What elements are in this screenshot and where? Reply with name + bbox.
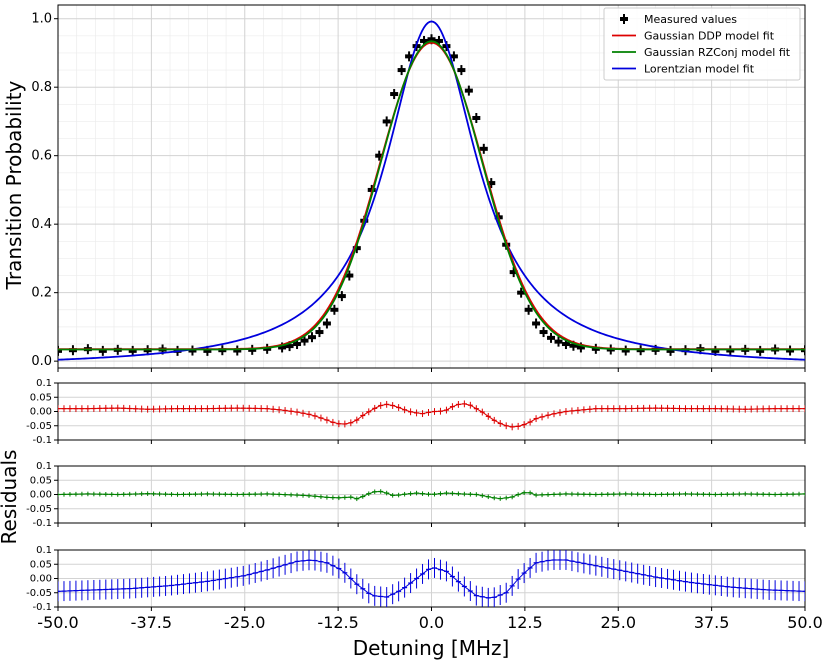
legend-label: Lorentzian model fit	[644, 63, 755, 76]
residual-line	[58, 403, 805, 428]
y-tick-label: 0.05	[30, 559, 52, 570]
x-tick-label: 0.0	[419, 613, 444, 632]
y-tick-label: 0.1	[36, 461, 52, 472]
y-tick-label: 0.1	[36, 378, 52, 389]
y-tick-label: 0.00	[30, 407, 52, 418]
residual-panel-gaussian-ddp: -0.1 -0.05 0.00 0.05 0.1	[26, 378, 806, 446]
y-tick-label: 0.05	[30, 392, 52, 403]
y-tick-label: 0.00	[30, 574, 52, 585]
y-axis-label-main: Transition Probability	[2, 80, 26, 290]
x-axis-label: Detuning [MHz]	[353, 636, 510, 660]
y-tick-label: -0.1	[32, 602, 52, 613]
residual-series	[58, 550, 805, 607]
plot-frame	[57, 4, 806, 369]
residual-panel-lorentzian: -0.1 -0.05 0.00 0.05 0.1	[26, 545, 806, 613]
y-tick-label: 0.0	[31, 354, 52, 369]
legend: Measured values Gaussian DDP model fit Gau…	[603, 7, 801, 81]
main-plot-panel: 0.0 0.2 0.4 0.6 0.8 1.0	[31, 4, 806, 372]
y-tick-label: -0.05	[26, 504, 52, 515]
y-tick-label: 1.0	[31, 12, 52, 27]
y-tick-label: -0.1	[32, 518, 52, 529]
lorentzian-model-fit-line	[58, 20, 805, 361]
x-tick-label: -50.0	[37, 613, 78, 632]
y-tick-label: 0.6	[31, 149, 52, 164]
y-tick-label: 0.00	[30, 490, 52, 501]
residual-line	[58, 559, 805, 599]
x-tick-label: 37.5	[694, 613, 730, 632]
legend-label: Measured values	[644, 13, 737, 26]
residual-series	[58, 489, 805, 502]
x-tick-label: 25.0	[600, 613, 636, 632]
plot-frame	[57, 549, 806, 608]
y-tick-label: 0.05	[30, 475, 52, 486]
y-tick-label: 0.1	[36, 545, 52, 556]
legend-label: Gaussian DDP model fit	[644, 30, 775, 43]
x-tick-label: -37.5	[131, 613, 172, 632]
y-tick-label: -0.1	[32, 435, 52, 446]
x-axis: -50.0 -37.5 -25.0 -12.5 0.0 12.5 25.0 37.5 50.0	[37, 613, 823, 632]
y-tick-label: 0.2	[31, 286, 52, 301]
gaussian-rzconj-model-fit-line	[58, 40, 805, 351]
legend-box	[603, 7, 801, 81]
y-tick-label: -0.05	[26, 421, 52, 432]
y-tick-label: -0.05	[26, 588, 52, 599]
legend-label: Gaussian RZConj model fit	[644, 46, 791, 59]
x-tick-label: 12.5	[507, 613, 543, 632]
y-tick-label: 0.4	[31, 217, 52, 232]
x-tick-label: -25.0	[224, 613, 265, 632]
residual-line	[58, 490, 805, 500]
y-tick-label: 0.8	[31, 80, 52, 95]
y-axis-label-residuals: Residuals	[0, 450, 21, 545]
residual-series	[58, 400, 805, 431]
residual-panel-gaussian-rzconj: -0.1 -0.05 0.00 0.05 0.1	[26, 461, 806, 529]
x-tick-label: 50.0	[787, 613, 823, 632]
x-tick-label: -12.5	[317, 613, 358, 632]
